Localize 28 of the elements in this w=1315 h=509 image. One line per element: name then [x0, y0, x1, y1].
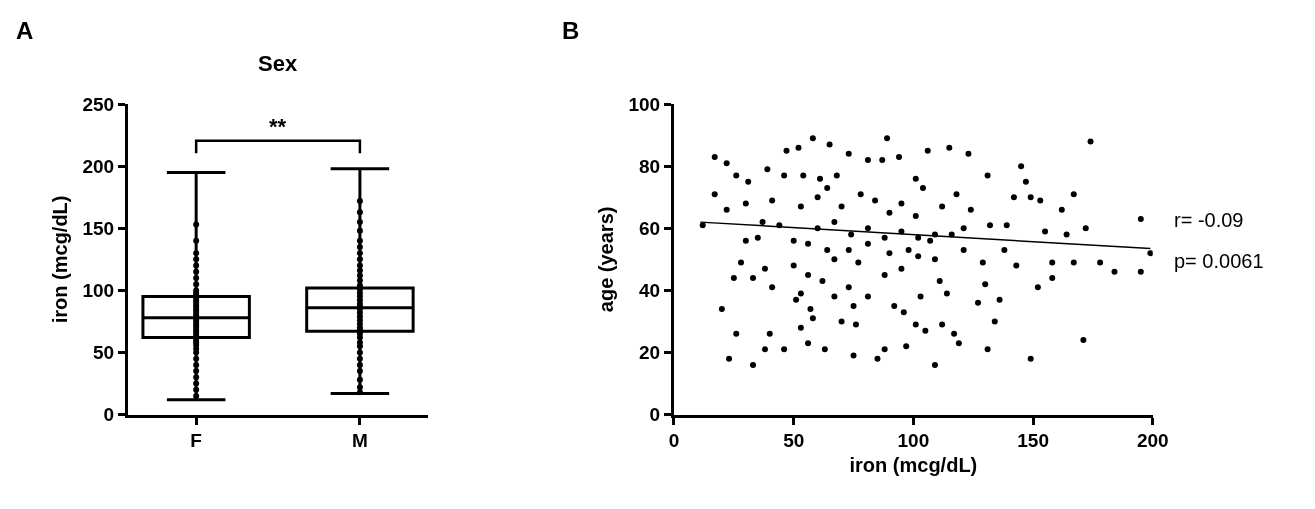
- x-tick-label: F: [190, 430, 202, 452]
- y-tick-label: 20: [639, 342, 661, 364]
- y-tick-label: 0: [649, 404, 661, 426]
- y-axis-title: age (years): [595, 206, 617, 313]
- annotation: **: [269, 114, 287, 139]
- chart-title: Sex: [258, 51, 298, 76]
- x-tick-label: 200: [1136, 430, 1169, 452]
- x-tick-label: 100: [897, 430, 930, 452]
- text: A: [16, 17, 34, 44]
- y-tick-label: 100: [82, 280, 115, 302]
- y-tick-label: 40: [639, 280, 661, 302]
- x-tick-label: 150: [1017, 430, 1049, 452]
- y-tick-label: 0: [103, 404, 115, 426]
- y-tick-label: 150: [82, 217, 115, 239]
- y-tick-label: 80: [639, 155, 661, 177]
- text: r= -0.09: [1174, 209, 1244, 231]
- y-tick-label: 60: [639, 217, 661, 239]
- x-tick-label: 0: [668, 430, 680, 452]
- y-tick-label: 200: [82, 155, 115, 177]
- y-tick-label: 100: [628, 93, 661, 115]
- x-tick-label: M: [352, 430, 368, 452]
- y-tick-label: 50: [92, 342, 115, 364]
- x-tick-label: 50: [783, 430, 805, 452]
- y-axis-title: iron (mcg/dL): [48, 195, 71, 324]
- text: p= 0.0061: [1174, 250, 1264, 272]
- x-axis-title: iron (mcg/dL): [849, 453, 978, 476]
- text: B: [562, 17, 580, 44]
- y-tick-label: 250: [82, 93, 115, 115]
